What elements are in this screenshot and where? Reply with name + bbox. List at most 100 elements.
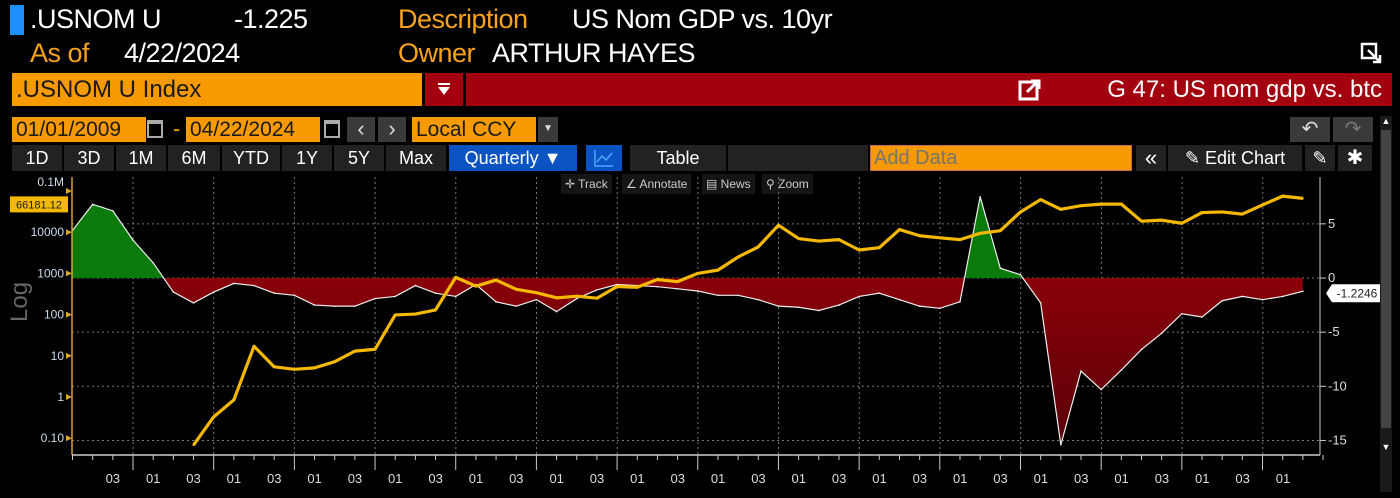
chart-title-bar: G 47: US nom gdp vs. btc xyxy=(466,73,1392,106)
annotate-tool[interactable]: ∠ Annotate xyxy=(622,174,692,194)
btc-point xyxy=(979,232,982,235)
gap-point xyxy=(555,310,558,313)
owner-label: Owner xyxy=(398,38,476,68)
btc-point xyxy=(1160,219,1163,222)
scroll-down-arrow[interactable]: ▼ xyxy=(1381,442,1391,452)
gap-point xyxy=(414,284,417,287)
gap-point xyxy=(1060,443,1062,446)
btc-point xyxy=(555,296,558,299)
gap-point xyxy=(1281,295,1284,298)
period-3d[interactable]: 3D xyxy=(64,145,114,171)
next-period-button[interactable]: › xyxy=(378,117,406,142)
end-date-input[interactable]: 04/22/2024 xyxy=(186,117,320,142)
security-dropdown-button[interactable] xyxy=(425,73,463,106)
crosshair-icon: ✛ xyxy=(565,177,579,191)
x-tick-label: 01 xyxy=(549,471,563,486)
gap-point xyxy=(495,301,497,303)
right-tick-label: -5 xyxy=(1328,324,1340,339)
right-tick-label: -10 xyxy=(1328,378,1347,393)
x-tick-label: 03 xyxy=(832,471,846,486)
period-1y[interactable]: 1Y xyxy=(282,145,332,171)
btc-point xyxy=(434,308,437,311)
calendar-icon[interactable] xyxy=(147,120,163,138)
x-tick-label: 03 xyxy=(1235,471,1249,486)
x-tick-label: 01 xyxy=(307,471,321,486)
chart-area[interactable]: 0.10 1 10 100 1000 10000 0.1M 5 0 -5 -10 -15 03 01 03 0… xyxy=(0,172,1380,498)
gap-point xyxy=(1302,290,1304,293)
btc-point xyxy=(656,278,659,281)
prev-period-button[interactable]: ‹ xyxy=(347,117,375,142)
x-tick-label: 01 xyxy=(630,471,644,486)
edit-chart-button[interactable]: ✎ Edit Chart xyxy=(1168,145,1302,171)
btc-point xyxy=(817,240,820,243)
edit-icon-button[interactable]: ✎ xyxy=(1305,145,1335,171)
x-tick-label: 03 xyxy=(590,471,604,486)
table-button[interactable]: Table xyxy=(630,145,726,171)
x-tick-label: 03 xyxy=(1155,471,1169,486)
asof-value: 4/22/2024 xyxy=(124,38,240,68)
right-tick-label: 0 xyxy=(1328,270,1335,285)
gap-point xyxy=(91,203,94,206)
gap-point xyxy=(172,291,175,293)
period-1m[interactable]: 1M xyxy=(116,145,166,171)
period-1d[interactable]: 1D xyxy=(12,145,62,171)
btc-point xyxy=(1221,210,1224,213)
expand-icon[interactable] xyxy=(1360,42,1382,64)
btc-point xyxy=(374,348,377,351)
btc-point xyxy=(535,291,538,294)
btc-point xyxy=(858,248,861,251)
period-max[interactable]: Max xyxy=(386,145,446,171)
x-tick-label: 03 xyxy=(186,471,200,486)
x-tick-label: 01 xyxy=(1195,471,1209,486)
news-tool[interactable]: ▤ News xyxy=(702,174,755,194)
scrollbar[interactable]: ▲ ▼ xyxy=(1380,116,1392,492)
add-data-input[interactable] xyxy=(870,145,1132,171)
start-date-input[interactable]: 01/01/2009 xyxy=(12,117,146,142)
left-tick-label: 10000 xyxy=(31,225,65,239)
magnifier-icon: ⚲ xyxy=(766,177,779,191)
calendar-icon[interactable] xyxy=(324,120,340,138)
gap-point xyxy=(1080,370,1082,372)
btc-point xyxy=(414,313,417,316)
period-ytd[interactable]: YTD xyxy=(222,145,280,171)
left-tick xyxy=(66,311,72,318)
security-input[interactable]: .USNOM U Index xyxy=(12,73,422,106)
period-5y[interactable]: 5Y xyxy=(334,145,384,171)
btc-point xyxy=(253,345,256,348)
x-tick-label: 01 xyxy=(953,471,967,486)
redo-button[interactable]: ↷ xyxy=(1333,117,1373,142)
gap-point xyxy=(838,304,840,306)
x-tick-label: 01 xyxy=(872,471,886,486)
period-6m[interactable]: 6M xyxy=(168,145,220,171)
launch-icon[interactable] xyxy=(1018,78,1042,102)
scroll-up-arrow[interactable]: ▲ xyxy=(1381,116,1391,126)
line-chart-icon xyxy=(594,150,613,167)
x-tick-label: 03 xyxy=(106,471,120,486)
line-chart-button[interactable] xyxy=(586,145,622,171)
gap-point xyxy=(112,210,114,212)
track-tool[interactable]: ✛ Track xyxy=(561,174,612,194)
gap-point xyxy=(757,298,760,301)
x-tick-label: 03 xyxy=(913,471,927,486)
x-tick-label: 03 xyxy=(670,471,684,486)
btc-last-value: 66181.12 xyxy=(16,199,62,211)
last-value: -1.225 xyxy=(234,4,308,34)
gap-point xyxy=(676,288,679,290)
gap-point xyxy=(1039,302,1042,304)
btc-point xyxy=(394,313,397,316)
scrollbar-thumb[interactable] xyxy=(1381,130,1391,428)
undo-button[interactable]: ↶ xyxy=(1290,117,1330,142)
currency-dropdown-button[interactable]: ▼ xyxy=(538,117,558,142)
frequency-select[interactable]: Quarterly ▼ xyxy=(449,145,577,171)
x-tick-label: 03 xyxy=(267,471,281,486)
currency-select[interactable]: Local CCY xyxy=(412,117,536,142)
btc-point xyxy=(353,350,356,353)
settings-gear-icon[interactable]: ✱ xyxy=(1338,145,1372,171)
btc-point xyxy=(1201,211,1204,214)
gap-point xyxy=(454,295,457,298)
collapse-button[interactable]: « xyxy=(1136,145,1166,171)
x-tick-label: 01 xyxy=(1114,471,1128,486)
gap-point xyxy=(1160,332,1163,335)
zoom-tool[interactable]: ⚲ Zoom xyxy=(762,174,813,194)
btc-point xyxy=(192,444,195,447)
